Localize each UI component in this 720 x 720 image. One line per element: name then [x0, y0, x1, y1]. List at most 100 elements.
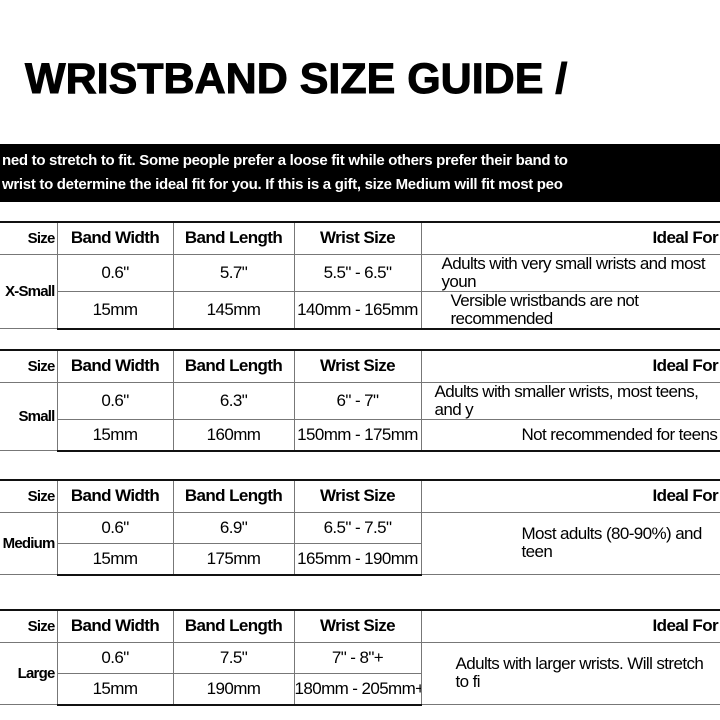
band-width-inches: 0.6": [56, 641, 174, 674]
band-length-mm: 175mm: [172, 542, 295, 576]
header-ideal-for-text: Ideal For: [652, 228, 719, 248]
wrist-size-mm: 180mm - 205mm+: [293, 672, 421, 706]
wrist-size-mm-text: 150mm - 175mm: [297, 424, 418, 444]
band-length-inches: 5.7": [172, 253, 295, 292]
header-band-length-text: Band Length: [184, 356, 283, 376]
band-width-inches-text: 0.6": [101, 262, 129, 282]
banner-line-2: wrist to determine the ideal fit for you…: [2, 176, 563, 193]
size-label: X-Small: [0, 253, 58, 329]
size-label-text: X-Small: [5, 282, 55, 300]
band-width-mm-text: 15mm: [92, 299, 138, 319]
size-table-small: Size Band Width Band Length Wrist Size I…: [0, 349, 720, 452]
band-length-inches-text: 6.9": [219, 517, 248, 537]
wrist-size-mm: 165mm - 190mm: [293, 542, 421, 576]
band-width-inches: 0.6": [56, 253, 174, 292]
header-band-width-text: Band Width: [70, 486, 160, 506]
header-size-text: Size: [27, 487, 56, 505]
header-band-length: Band Length: [172, 349, 295, 383]
band-length-mm: 190mm: [172, 672, 295, 706]
header-band-length-text: Band Length: [184, 486, 283, 506]
band-length-inches: 6.3": [172, 381, 295, 420]
page-title: WRISTBAND SIZE GUIDE /: [24, 55, 568, 104]
wrist-size-inches: 5.5" - 6.5": [293, 253, 422, 292]
header-wrist-size-text: Wrist Size: [320, 356, 396, 376]
wrist-size-inches: 7" - 8"+: [293, 641, 422, 674]
table-row-mm: 15mm 175mm 165mm - 190mm: [0, 542, 720, 576]
size-label-text: Medium: [2, 534, 56, 552]
band-width-mm: 15mm: [57, 672, 174, 706]
band-width-inches: 0.6": [56, 381, 174, 420]
size-table-medium: Size Band Width Band Length Wrist Size I…: [0, 479, 720, 576]
header-ideal-for: Ideal For: [420, 349, 720, 383]
ideal-for-text: Versible wristbands are not recommended: [450, 291, 640, 328]
header-band-width: Band Width: [56, 479, 174, 513]
table-row-inches: Large 0.6" 7.5" 7" - 8"+ Adults with lar…: [0, 641, 720, 705]
band-width-mm: 15mm: [57, 418, 174, 452]
header-size-text: Size: [27, 229, 56, 247]
header-wrist-size: Wrist Size: [293, 479, 422, 513]
ideal-for-text: Adults with smaller wrists, most teens, …: [434, 382, 699, 419]
size-label: Small: [0, 381, 58, 451]
ideal-for-cell: Adults with very small wrists and most y…: [420, 253, 720, 292]
band-length-mm-text: 160mm: [206, 424, 261, 444]
wrist-size-mm-text: 140mm - 165mm: [297, 299, 418, 319]
band-width-inches: 0.6": [56, 511, 174, 544]
band-width-mm: 15mm: [57, 290, 174, 330]
band-width-inches-text: 0.6": [101, 647, 129, 667]
ideal-for-cell: Adults with smaller wrists, most teens, …: [420, 381, 720, 420]
wrist-size-inches-text: 6" - 7": [336, 390, 379, 410]
ideal-for-text: Not recommended for teens: [521, 424, 718, 444]
size-table-large: Size Band Width Band Length Wrist Size I…: [0, 609, 720, 706]
band-width-mm-text: 15mm: [92, 678, 138, 698]
header-size: Size: [0, 479, 58, 513]
wrist-size-inches-text: 6.5" - 7.5": [323, 517, 392, 537]
header-ideal-for-text: Ideal For: [652, 486, 719, 506]
wrist-size-inches-text: 7" - 8"+: [331, 647, 384, 667]
banner-line-1: ned to stretch to fit. Some people prefe…: [2, 152, 568, 169]
band-length-inches-text: 7.5": [219, 647, 248, 667]
fit-instructions-banner: ned to stretch to fit. Some people prefe…: [0, 144, 720, 202]
header-band-width: Band Width: [56, 349, 174, 383]
band-length-mm-text: 175mm: [206, 548, 261, 568]
ideal-for-cell: Adults with larger wrists. Will stretch …: [420, 641, 720, 705]
header-band-width-text: Band Width: [70, 356, 160, 376]
header-ideal-for-text: Ideal For: [652, 616, 719, 636]
band-length-mm-text: 145mm: [206, 299, 261, 319]
header-wrist-size-text: Wrist Size: [320, 228, 396, 248]
header-size-text: Size: [27, 357, 56, 375]
band-length-inches-text: 5.7": [219, 262, 248, 282]
wrist-size-mm: 140mm - 165mm: [293, 290, 422, 330]
header-size: Size: [0, 609, 58, 643]
table-row-mm: 15mm 190mm 180mm - 205mm+: [0, 672, 720, 706]
header-ideal-for: Ideal For: [420, 479, 720, 513]
table-row-inches: X-Small 0.6" 5.7" 5.5" - 6.5" Adults wit…: [0, 253, 720, 329]
table-row-mm: 15mm 160mm 150mm - 175mm Not recommended…: [0, 418, 720, 452]
size-label: Medium: [0, 511, 58, 575]
wrist-size-inches: 6.5" - 7.5": [293, 511, 422, 544]
header-band-length-text: Band Length: [184, 616, 283, 636]
table-row-inches: Medium 0.6" 6.9" 6.5" - 7.5" Most adults…: [0, 511, 720, 575]
header-wrist-size: Wrist Size: [293, 349, 422, 383]
ideal-for-cell: Most adults (80-90%) and teen: [420, 511, 720, 575]
header-band-length: Band Length: [172, 221, 295, 255]
size-label: Large: [0, 641, 58, 705]
header-size: Size: [0, 221, 58, 255]
table-header-row: Size Band Width Band Length Wrist Size I…: [0, 221, 720, 255]
header-ideal-for: Ideal For: [420, 221, 720, 255]
table-header-row: Size Band Width Band Length Wrist Size I…: [0, 349, 720, 383]
header-band-width: Band Width: [56, 609, 174, 643]
header-band-width: Band Width: [56, 221, 174, 255]
ideal-for-text: Most adults (80-90%) and teen: [521, 524, 703, 562]
ideal-for-text: Adults with larger wrists. Will stretch …: [455, 654, 704, 692]
ideal-for-cell: Not recommended for teens: [420, 418, 720, 452]
table-row-mm: 15mm 145mm 140mm - 165mm Versible wristb…: [0, 290, 720, 330]
band-width-inches-text: 0.6": [101, 517, 129, 537]
ideal-for-cell: Versible wristbands are not recommended: [420, 290, 720, 330]
header-band-length: Band Length: [172, 479, 295, 513]
band-width-mm: 15mm: [57, 542, 174, 576]
wrist-size-mm: 150mm - 175mm: [293, 418, 422, 452]
band-length-mm: 145mm: [172, 290, 295, 330]
band-length-mm-text: 190mm: [206, 678, 261, 698]
header-wrist-size: Wrist Size: [293, 609, 422, 643]
header-ideal-for: Ideal For: [420, 609, 720, 643]
